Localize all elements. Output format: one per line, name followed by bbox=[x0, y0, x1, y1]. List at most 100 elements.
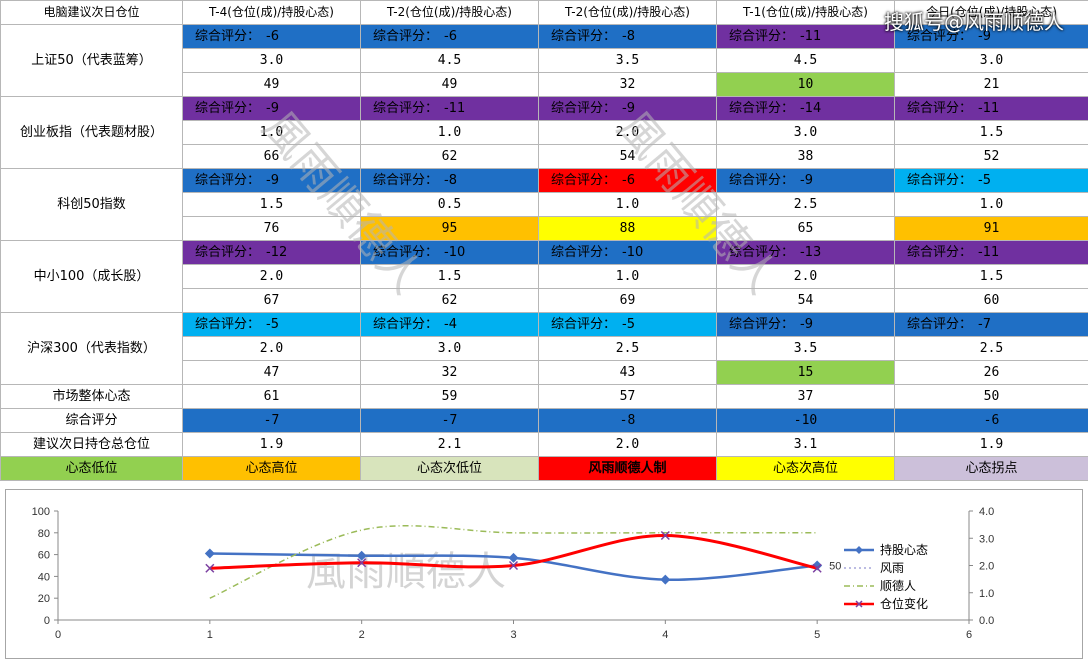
score-prefix: 综合评分： bbox=[729, 101, 795, 116]
position-row: 2.0 1.5 1.0 2.0 1.5 bbox=[1, 264, 1088, 289]
index-label: 中小100（成长股） bbox=[0, 240, 183, 313]
score-cell: 综合评分： -8 bbox=[538, 24, 717, 49]
x-tick-label: 2 bbox=[359, 629, 365, 641]
position-cell: 2.0 bbox=[182, 264, 361, 289]
position-row: 1.0 1.0 2.0 3.0 1.5 bbox=[1, 120, 1088, 145]
position-cell: 3.5 bbox=[716, 336, 895, 361]
market-cell: 37 bbox=[716, 384, 895, 409]
sentiment-cell: 65 bbox=[716, 216, 895, 241]
score-prefix: 综合评分： bbox=[373, 317, 439, 332]
position-table: 电脑建议次日仓位 T-4(仓位(成)/持股心态) T-2(仓位(成)/持股心态) T-… bbox=[0, 0, 1088, 481]
color-legend-row: 心态低位 心态高位 心态次低位 风雨顺德人制 心态次高位 心态拐点 bbox=[0, 456, 1088, 481]
score-cell: 综合评分： -6 bbox=[538, 168, 717, 193]
score-value: -9 bbox=[978, 29, 991, 44]
score-cell: 综合评分： -6 bbox=[182, 24, 361, 49]
position-cell: 3.5 bbox=[538, 48, 717, 73]
score-prefix: 综合评分： bbox=[195, 245, 261, 260]
sentiment-row: 49 49 32 10 21 bbox=[1, 72, 1088, 97]
legend-label: 风雨 bbox=[880, 561, 904, 575]
data-label: 50 bbox=[829, 561, 841, 573]
data-point-x bbox=[357, 558, 367, 568]
score-value: -8 bbox=[622, 29, 635, 44]
left-tick-label: 20 bbox=[38, 593, 50, 605]
chart-panel: 風雨順德人 0 20 40 60 80 100 0.0 1.0 2.0 3.0 4.0 0 1 2 3 4 5 6 5… bbox=[5, 489, 1083, 659]
data-point-diamond bbox=[204, 548, 215, 559]
sentiment-cell: 88 bbox=[538, 216, 717, 241]
score-prefix: 综合评分： bbox=[551, 317, 617, 332]
legend-label: 持股心态 bbox=[880, 542, 928, 557]
score-prefix: 综合评分： bbox=[907, 101, 973, 116]
legend-label: 仓位变化 bbox=[880, 596, 928, 611]
sentiment-cell: 54 bbox=[716, 288, 895, 313]
color-legend-cell: 心态次高位 bbox=[716, 456, 895, 481]
score-prefix: 综合评分： bbox=[373, 245, 439, 260]
sentiment-cell: 49 bbox=[360, 72, 539, 97]
x-tick-label: 6 bbox=[966, 629, 972, 641]
sentiment-cell: 47 bbox=[182, 360, 361, 385]
score-value: -9 bbox=[266, 173, 279, 188]
position-cell: 1.5 bbox=[360, 264, 539, 289]
x-tick-label: 1 bbox=[207, 629, 213, 641]
score-cell: 综合评分： -9 bbox=[716, 168, 895, 193]
score-prefix: 综合评分： bbox=[195, 29, 261, 44]
score-value: -6 bbox=[266, 29, 279, 44]
score-cell: 综合评分： -11 bbox=[716, 24, 895, 49]
right-tick-label: 2.0 bbox=[979, 561, 994, 573]
score-value: -9 bbox=[800, 173, 813, 188]
x-tick-label: 3 bbox=[510, 629, 516, 641]
position-cell: 2.0 bbox=[716, 264, 895, 289]
score-cell: 综合评分： -10 bbox=[538, 240, 717, 265]
suggest-cell: 2.1 bbox=[360, 432, 539, 457]
sentiment-cell: 26 bbox=[894, 360, 1088, 385]
score-cell: 综合评分： -4 bbox=[360, 312, 539, 337]
score-value: -14 bbox=[800, 101, 822, 116]
score-cell: 综合评分： -12 bbox=[182, 240, 361, 265]
score-cell: 综合评分： -5 bbox=[182, 312, 361, 337]
right-tick-label: 1.0 bbox=[979, 588, 994, 600]
score-value: -7 bbox=[978, 317, 991, 332]
score-prefix: 综合评分： bbox=[551, 101, 617, 116]
sentiment-cell: 91 bbox=[894, 216, 1088, 241]
score-row: 沪深300（代表指数） 综合评分： -5 综合评分： -4 综合评分： -5 综合评分： -9 综… bbox=[0, 312, 1088, 385]
score-value: -5 bbox=[978, 173, 991, 188]
sentiment-cell: 62 bbox=[360, 288, 539, 313]
legend-label: 顺德人 bbox=[880, 578, 916, 593]
score-prefix: 综合评分： bbox=[907, 173, 973, 188]
index-label: 上证50（代表蓝筹） bbox=[0, 24, 183, 97]
score-cell: 综合评分： -11 bbox=[360, 96, 539, 121]
index-label: 科创50指数 bbox=[0, 168, 183, 241]
sentiment-cell: 69 bbox=[538, 288, 717, 313]
position-cell: 3.0 bbox=[894, 48, 1088, 73]
score-value: -11 bbox=[800, 29, 822, 44]
color-legend-cell: 心态次低位 bbox=[360, 456, 539, 481]
color-legend-cell: 心态拐点 bbox=[894, 456, 1088, 481]
color-legend-cell: 心态低位 bbox=[0, 456, 183, 481]
legend-marker bbox=[855, 546, 863, 554]
score-prefix: 综合评分： bbox=[907, 29, 973, 44]
position-cell: 4.5 bbox=[716, 48, 895, 73]
score-prefix: 综合评分： bbox=[195, 101, 261, 116]
column-header: T-2(仓位(成)/持股心态) bbox=[538, 0, 717, 25]
position-cell: 1.5 bbox=[894, 264, 1088, 289]
score-prefix: 综合评分： bbox=[373, 101, 439, 116]
data-point-x bbox=[812, 563, 822, 573]
score-cell: 综合评分： -11 bbox=[894, 96, 1088, 121]
score-value: -8 bbox=[444, 173, 457, 188]
score-cell: 综合评分： -6 bbox=[360, 24, 539, 49]
suggest-cell: 2.0 bbox=[538, 432, 717, 457]
position-cell: 2.0 bbox=[182, 336, 361, 361]
market-cell: 57 bbox=[538, 384, 717, 409]
corner-watermark: 搜狐号@风雨顺德人 bbox=[884, 10, 1064, 34]
score-value: -4 bbox=[444, 317, 457, 332]
score-cell: 综合评分： -5 bbox=[538, 312, 717, 337]
sentiment-row: 67 62 69 54 60 bbox=[1, 288, 1088, 313]
sentiment-cell: 49 bbox=[182, 72, 361, 97]
score-cell: 综合评分： -13 bbox=[716, 240, 895, 265]
right-tick-label: 3.0 bbox=[979, 533, 994, 545]
position-cell: 0.5 bbox=[360, 192, 539, 217]
score-row: 科创50指数 综合评分： -9 综合评分： -8 综合评分： -6 综合评分： -9 综合评分： -… bbox=[0, 168, 1088, 241]
score-cell: 综合评分： -9 bbox=[716, 312, 895, 337]
total-score-label: 综合评分 bbox=[0, 408, 183, 433]
column-header: T-2(仓位(成)/持股心态) bbox=[360, 0, 539, 25]
score-row: 上证50（代表蓝筹） 综合评分： -6 综合评分： -6 综合评分： -8 综合评分： -11 综… bbox=[0, 24, 1088, 97]
